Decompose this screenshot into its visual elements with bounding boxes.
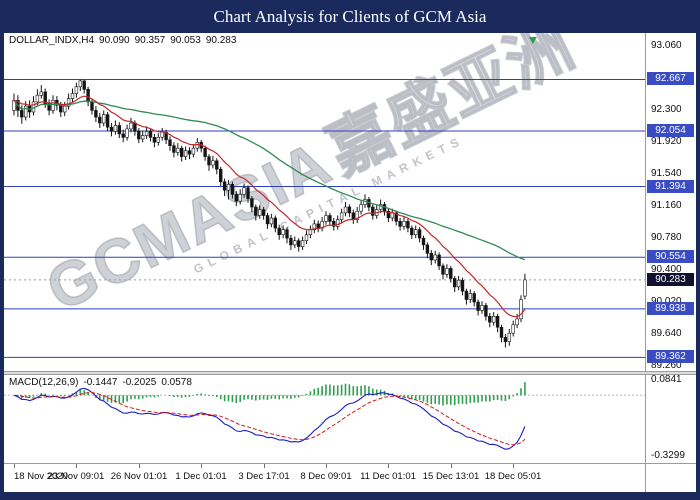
time-axis-label: 23 Nov 09:01 bbox=[47, 471, 105, 482]
macd-tick-label: -0.3299 bbox=[651, 450, 685, 461]
time-tick bbox=[201, 464, 202, 468]
ohlc-high: 90.357 bbox=[134, 35, 166, 46]
ohlc-close: 90.283 bbox=[205, 35, 237, 46]
time-axis-label: 18 Dec 05:01 bbox=[484, 471, 542, 482]
time-axis-label: 1 Dec 01:01 bbox=[175, 471, 227, 482]
time-tick bbox=[513, 464, 514, 468]
chart-shift-marker-icon[interactable] bbox=[528, 37, 537, 44]
ohlc-open: 90.090 bbox=[99, 35, 130, 46]
symbol-header: DOLLAR_INDX,H4 90.090 90.357 90.053 90.283 bbox=[9, 35, 241, 46]
price-tick-label: 92.300 bbox=[651, 104, 682, 115]
macd-tick-label: 0.0841 bbox=[651, 374, 682, 385]
sr-price-tag: 91.394 bbox=[647, 180, 694, 193]
price-tick-label: 90.020 bbox=[651, 296, 682, 307]
time-axis-label: 3 Dec 17:01 bbox=[238, 471, 290, 482]
sr-price-tag: 92.054 bbox=[647, 124, 694, 137]
price-pane[interactable]: GCMASIA嘉盛亚洲 GLOBAL CAPITAL MARKETS DOLLA… bbox=[4, 33, 646, 371]
sr-price-tag: 89.362 bbox=[647, 350, 694, 363]
time-tick bbox=[326, 464, 327, 468]
macd-histogram bbox=[17, 382, 526, 406]
pane-divider[interactable] bbox=[4, 371, 696, 375]
price-scale[interactable]: 93.06092.68092.30091.92091.54091.16090.7… bbox=[645, 33, 696, 492]
macd-header: MACD(12,26,9) -0.1447 -0.2025 0.0578 bbox=[9, 377, 197, 388]
time-axis-divider bbox=[4, 463, 696, 464]
price-tick-label: 89.640 bbox=[651, 328, 682, 339]
macd-signal-value: -0.2025 bbox=[122, 377, 157, 388]
time-tick bbox=[388, 464, 389, 468]
ma-fast-line bbox=[13, 95, 526, 318]
time-tick bbox=[451, 464, 452, 468]
time-tick bbox=[139, 464, 140, 468]
ma-slow-line bbox=[13, 99, 526, 261]
time-tick bbox=[264, 464, 265, 468]
time-axis-label: 26 Nov 01:01 bbox=[110, 471, 168, 482]
time-axis[interactable]: 18 Nov 2020 23 Nov 09:01 26 Nov 01:01 1 Dec… bbox=[4, 464, 646, 492]
price-tick-label: 90.400 bbox=[651, 264, 682, 275]
banner-title: Chart Analysis for Clients of GCM Asia bbox=[213, 7, 487, 26]
time-axis-label: 11 Dec 01:01 bbox=[360, 471, 416, 482]
macd-signal-line bbox=[13, 392, 526, 446]
sr-price-tag: 89.938 bbox=[647, 302, 694, 315]
price-tick-label: 89.260 bbox=[651, 360, 682, 371]
price-tick-label: 93.060 bbox=[651, 40, 682, 51]
current-price-tag: 90.283 bbox=[647, 273, 694, 286]
time-axis-label: 18 Nov 2020 bbox=[14, 471, 68, 482]
time-axis-label: 8 Dec 09:01 bbox=[300, 471, 352, 482]
price-tick-label: 91.160 bbox=[651, 200, 682, 211]
macd-label: MACD(12,26,9) bbox=[9, 377, 79, 388]
price-tick-label: 91.920 bbox=[651, 136, 682, 147]
macd-chart-canvas[interactable] bbox=[4, 375, 646, 463]
price-tick-label: 91.540 bbox=[651, 168, 682, 179]
macd-line bbox=[13, 387, 526, 450]
price-chart-canvas[interactable] bbox=[4, 33, 646, 371]
macd-histogram-value: 0.0578 bbox=[161, 377, 192, 388]
candles-layer bbox=[12, 79, 527, 348]
time-tick bbox=[14, 464, 15, 468]
sr-price-tag: 90.554 bbox=[647, 250, 694, 263]
price-tick-label: 90.780 bbox=[651, 232, 682, 243]
symbol-name: DOLLAR_INDX,H4 bbox=[9, 35, 95, 46]
time-axis-label: 15 Dec 13:01 bbox=[422, 471, 480, 482]
time-tick bbox=[76, 464, 77, 468]
macd-value: -0.1447 bbox=[83, 377, 118, 388]
ohlc-low: 90.053 bbox=[170, 35, 201, 46]
chart-window: GCMASIA嘉盛亚洲 GLOBAL CAPITAL MARKETS DOLLA… bbox=[4, 33, 696, 492]
macd-pane[interactable]: MACD(12,26,9) -0.1447 -0.2025 0.0578 bbox=[4, 375, 646, 463]
sr-price-tag: 92.667 bbox=[647, 72, 694, 85]
